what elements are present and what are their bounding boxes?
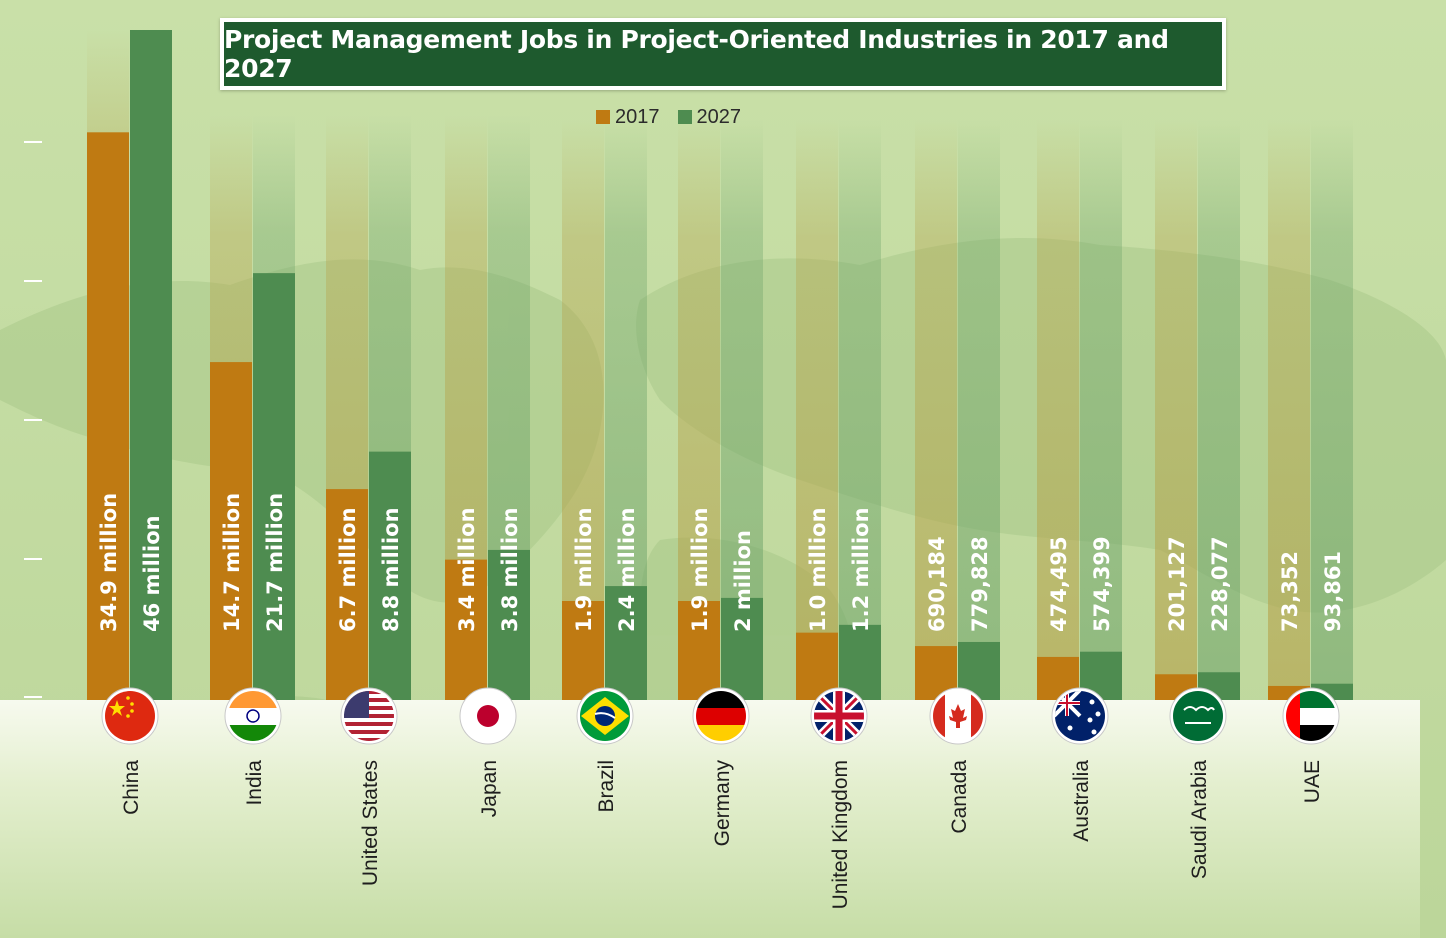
value-label-2027-japan: 3.8 million [498,507,522,632]
value-label-2017-germany: 1.9 million [688,507,712,632]
value-label-2027-saudi-arabia: 228,077 [1208,536,1232,632]
legend: 2017 2027 [596,104,741,130]
y-axis [24,141,42,698]
japan-flag-icon [459,687,517,745]
category-label-uae: UAE [1301,760,1324,803]
australia-flag-icon [1051,687,1109,745]
value-label-2017-saudi-arabia: 201,127 [1165,536,1189,632]
bar-2017-united-states [326,489,368,700]
legend-label-2027: 2027 [696,105,742,128]
bar-track-2017-saudi-arabia [1155,119,1197,700]
canada-flag-icon [929,687,987,745]
value-label-2017-brazil: 1.9 million [572,507,596,632]
value-label-2027-china: 46 million [140,515,164,632]
bar-2017-china [87,132,129,700]
bar-track-2027-saudi-arabia [1198,119,1240,700]
category-label-saudi-arabia: Saudi Arabia [1188,760,1211,879]
bar-track-2017-united-kingdom [796,119,838,700]
value-label-2027-uae: 93,861 [1321,551,1345,632]
united-kingdom-flag-icon [810,687,868,745]
brazil-flag-icon [576,687,634,745]
bar-track-2027-uae [1311,119,1353,700]
bar-2027-united-kingdom [839,624,881,700]
value-label-2017-australia: 474,495 [1047,536,1071,632]
value-label-2017-united-kingdom: 1.0 million [806,507,830,632]
bar-2027-japan [488,549,530,700]
legend-swatch-2027 [677,110,692,124]
bar-2027-brazil [605,586,647,700]
value-labels: 34.9 million 46 million 14.7 million 21.7 m… [97,493,1345,632]
value-label-2027-united-states: 8.8 million [379,507,403,632]
bar-track-2027-australia [1080,119,1122,700]
chart-title-box: Project Management Jobs in Project-Orien… [220,18,1226,90]
flags [101,687,1340,745]
bar-2017-india [210,362,252,700]
bar-track-2027-canada [958,119,1000,700]
value-label-2027-india: 21.7 million [263,493,287,632]
legend-swatch-2017 [596,110,610,124]
bar-2027-united-states [369,451,411,700]
value-label-2017-india: 14.7 million [220,493,244,632]
category-label-japan: Japan [478,760,501,817]
bar-2027-india [253,273,295,700]
saudi-arabia-flag-icon [1169,687,1227,745]
bar-track-2017-canada [915,119,957,700]
category-label-australia: Australia [1070,760,1093,842]
germany-flag-icon [692,687,750,745]
category-labels: China India United States Japan Brazil German… [120,760,1324,910]
bar-2027-germany [721,597,763,700]
category-label-united-states: United States [359,760,382,886]
china-flag-icon [101,687,159,745]
bar-track-2017-uae [1268,119,1310,700]
uae-flag-icon [1282,687,1340,745]
value-label-2027-brazil: 2.4 million [615,507,639,632]
category-label-germany: Germany [711,760,734,847]
category-label-brazil: Brazil [595,760,618,813]
legend-item-2017: 2017 [596,106,660,129]
bar-track-2027-united-kingdom [839,119,881,700]
value-label-2017-china: 34.9 million [97,493,121,632]
category-label-india: India [243,760,266,806]
india-flag-icon [224,687,282,745]
value-label-2017-japan: 3.4 million [455,507,479,632]
bar-2017-japan [445,559,487,700]
value-label-2017-uae: 73,352 [1278,551,1302,632]
chart-title: Project Management Jobs in Project-Orien… [224,22,1222,86]
legend-item-2027: 2027 [677,105,742,129]
bars [87,30,1353,700]
value-label-2027-germany: 2 million [731,530,755,632]
value-label-2017-united-states: 6.7 million [336,507,360,632]
category-label-china: China [120,760,143,815]
category-label-united-kingdom: United Kingdom [829,760,852,909]
bar-2027-china [130,30,172,700]
value-label-2027-canada: 779,828 [968,536,992,632]
value-label-2017-canada: 690,184 [925,536,949,632]
united-states-flag-icon [340,687,398,745]
bar-track-2017-australia [1037,119,1079,700]
category-label-canada: Canada [948,760,971,834]
value-label-2027-australia: 574,399 [1090,536,1114,632]
legend-label-2017: 2017 [615,105,660,128]
bar-2017-germany [678,600,720,700]
value-label-2027-united-kingdom: 1.2 million [849,507,873,632]
bar-2017-brazil [562,600,604,700]
